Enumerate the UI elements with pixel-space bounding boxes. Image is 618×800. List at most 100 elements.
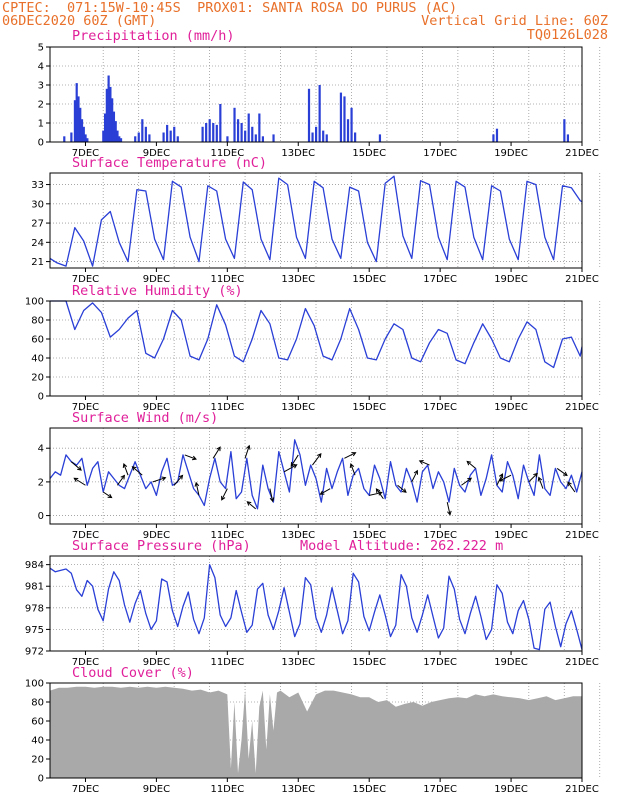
precipitation-xtick-label: 17DEC (423, 148, 457, 159)
precipitation-bar (73, 100, 77, 142)
precipitation-bar (339, 92, 343, 142)
wind-arrow-head (290, 462, 295, 468)
wind-arrow-head (178, 474, 184, 480)
wind-arrow (397, 484, 407, 493)
precipitation-frame (49, 46, 583, 143)
wind-arrow-head (245, 444, 251, 450)
temperature-ytick-label: 24 (31, 238, 44, 249)
precipitation-bar (261, 136, 264, 142)
wind-arrow (461, 477, 472, 486)
cloud-ytick-label: 60 (31, 717, 44, 728)
temperature-ytick-label: 27 (31, 219, 44, 230)
precipitation-bar (254, 134, 257, 142)
cloud-ytick-label: 100 (25, 679, 44, 690)
pressure-xtick-label: 13DEC (281, 657, 315, 668)
precipitation-ytick-label: 3 (38, 81, 44, 92)
wind-arrow (152, 477, 166, 483)
temperature-xtick-label: 21DEC (565, 274, 599, 285)
precipitation-bar (325, 134, 328, 142)
precipitation-bar (226, 136, 229, 142)
wind-arrow (269, 488, 274, 502)
precipitation-bar (169, 130, 172, 142)
wind-xtick-label: 17DEC (423, 530, 457, 541)
temperature-line (49, 175, 583, 267)
precipitation-bar (119, 138, 123, 142)
precipitation-bar (118, 136, 121, 142)
wind-arrow-head (466, 460, 472, 466)
precipitation-bar (492, 134, 495, 142)
precipitation-bar (176, 136, 179, 142)
wind-arrow (567, 481, 576, 493)
header-grid-note: Vertical Grid Line: 60Z (421, 13, 608, 29)
wind-arrow-head (401, 488, 407, 493)
cloud-ytick-label: 20 (31, 755, 44, 766)
panel-title-pressure: Surface Pressure (hPa) (72, 538, 251, 554)
humidity-xtick-label: 7DEC (72, 402, 99, 413)
precipitation-bar (311, 132, 314, 142)
precipitation-bar (173, 126, 176, 142)
wind-arrow (496, 473, 503, 486)
precipitation-bar (378, 134, 382, 142)
panel-subtitle-altitude: Model Altitude: 262.222 m (300, 538, 504, 554)
wind-arrow-head (246, 501, 252, 506)
wind-arrow-head (319, 490, 325, 495)
wind-arrow (173, 475, 183, 486)
cloud-frame (49, 682, 583, 779)
cloud-xtick-label: 21DEC (565, 784, 599, 795)
panel-title-precipitation: Precipitation (mm/h) (72, 28, 235, 44)
humidity-xtick-label: 13DEC (281, 402, 315, 413)
precipitation-bar (233, 107, 236, 142)
precipitation-bar (212, 123, 215, 142)
wind-arrow (123, 463, 129, 476)
precipitation-xtick-label: 7DEC (72, 148, 99, 159)
wind-arrow (116, 475, 125, 486)
cloud-ytick-label: 40 (31, 736, 44, 747)
wind-arrow (70, 461, 82, 471)
precipitation-ytick-label: 1 (38, 119, 44, 130)
wind-arrow (283, 464, 297, 473)
cloud-xtick-label: 19DEC (494, 784, 528, 795)
precipitation-bar (77, 96, 80, 142)
temperature-xtick-label: 13DEC (281, 274, 315, 285)
wind-arrow (246, 501, 257, 510)
wind-arrow-head (467, 477, 473, 483)
cloud-area (50, 686, 582, 778)
humidity-xtick-label: 19DEC (494, 402, 528, 413)
precipitation-bar (116, 130, 119, 142)
temperature-xtick-label: 9DEC (143, 274, 170, 285)
precipitation-bar (236, 119, 240, 142)
pressure-xtick-label: 9DEC (143, 657, 170, 668)
pressure-xtick-label: 11DEC (210, 657, 244, 668)
pressure-xtick-label: 19DEC (494, 657, 528, 668)
header-model: TQ0126L028 (526, 27, 608, 43)
precipitation-bar (315, 126, 318, 142)
cloud-xtick-label: 13DEC (281, 784, 315, 795)
temperature-xtick-label: 11DEC (210, 274, 244, 285)
pressure-xtick-label: 21DEC (565, 657, 599, 668)
pressure-ytick-label: 972 (25, 647, 44, 658)
precipitation-bar (258, 113, 261, 142)
precipitation-bar (105, 88, 108, 142)
temperature-ytick-label: 33 (31, 180, 44, 191)
precipitation-bar (322, 130, 325, 142)
wind-arrow-head (533, 472, 538, 478)
precipitation-bar (244, 130, 247, 142)
humidity-xtick-label: 15DEC (352, 402, 386, 413)
wind-arrow-head (498, 477, 504, 482)
wind-arrow-head (498, 473, 504, 479)
precipitation-xtick-label: 15DEC (352, 148, 386, 159)
precipitation-bar (112, 111, 116, 142)
precipitation-ytick-label: 0 (38, 138, 44, 149)
humidity-ytick-label: 40 (31, 354, 44, 365)
precipitation-bar (107, 75, 110, 142)
wind-arrow (344, 452, 356, 459)
wind-xtick-label: 21DEC (565, 530, 599, 541)
wind-arrow (446, 501, 451, 515)
pressure-frame (49, 555, 583, 652)
precipitation-bar (272, 134, 275, 142)
cloud-xtick-label: 7DEC (72, 784, 99, 795)
wind-arrow-head (413, 469, 419, 475)
wind-frame (49, 427, 583, 525)
precipitation-bar (201, 126, 204, 142)
wind-arrow-head (447, 510, 452, 516)
